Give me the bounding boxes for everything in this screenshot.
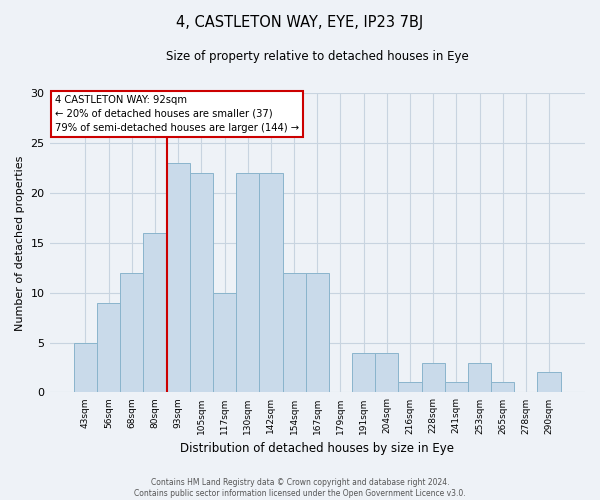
Y-axis label: Number of detached properties: Number of detached properties [15,155,25,330]
Bar [259,173,283,392]
Text: 4 CASTLETON WAY: 92sqm
← 20% of detached houses are smaller (37)
79% of semi-det: 4 CASTLETON WAY: 92sqm ← 20% of detached… [55,95,299,133]
Bar [445,382,468,392]
Bar [143,233,167,392]
Bar [305,273,329,392]
Bar [283,273,305,392]
Bar [190,173,213,392]
Bar [375,352,398,393]
Title: Size of property relative to detached houses in Eye: Size of property relative to detached ho… [166,50,469,63]
X-axis label: Distribution of detached houses by size in Eye: Distribution of detached houses by size … [180,442,454,455]
Bar [422,362,445,392]
Bar [74,342,97,392]
Bar [97,302,120,392]
Bar [352,352,375,393]
Bar [167,163,190,392]
Bar [468,362,491,392]
Bar [120,273,143,392]
Bar [398,382,422,392]
Bar [213,292,236,392]
Text: Contains HM Land Registry data © Crown copyright and database right 2024.
Contai: Contains HM Land Registry data © Crown c… [134,478,466,498]
Bar [491,382,514,392]
Bar [236,173,259,392]
Text: 4, CASTLETON WAY, EYE, IP23 7BJ: 4, CASTLETON WAY, EYE, IP23 7BJ [176,15,424,30]
Bar [538,372,560,392]
